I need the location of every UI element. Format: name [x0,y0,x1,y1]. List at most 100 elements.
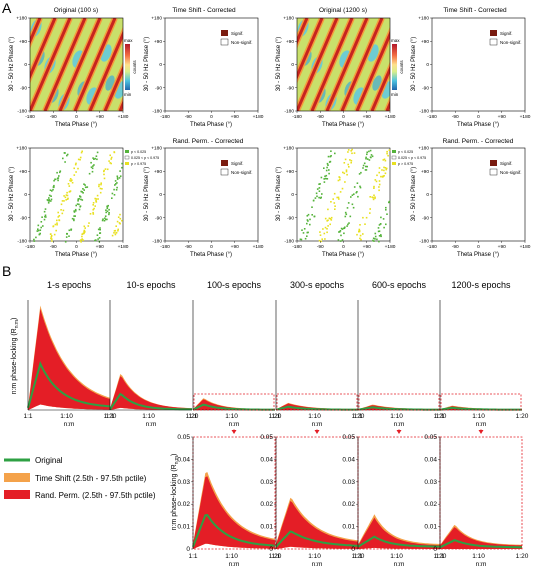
scatter-point [90,166,93,168]
x-tick-label: -90 [452,114,459,120]
scatter-point [96,234,99,236]
heatmap-stripe [297,18,309,46]
scatter-point [104,217,106,219]
scatter-point [92,211,94,214]
x-tick-label: +180 [118,244,129,250]
scatter-point [114,184,116,186]
original-line [439,539,522,549]
scatter-point [318,190,321,192]
scatter-point [337,179,340,182]
x-axis-label: Theta Phase (°) [457,252,499,258]
scatter-point [82,192,84,194]
scatter-point [106,207,109,210]
scatter-point [97,228,100,231]
scatter-point [69,179,71,182]
scatter-point [380,234,382,236]
y-tick-label: 0.01 [424,524,437,531]
scatter-point [96,158,98,161]
scatter-point [313,215,316,218]
scatter-point [376,174,378,177]
scatter-point [301,229,303,231]
scatter-point [116,186,118,189]
scatter-point [39,229,42,231]
original-line [109,392,192,411]
scatter-point [324,177,327,180]
nonsignif-label: Non-signif. [231,170,253,175]
scatter-point [58,175,60,177]
y-tick-label: -90 [20,85,27,91]
x-tick-label: 1:1 [435,553,444,560]
scatter-point [344,215,347,218]
scatter-point [106,218,108,221]
scatter-point [48,199,50,201]
scatter-point [93,164,95,166]
scatter-point [52,188,54,191]
scatter-point [107,204,109,207]
x-tick-label: 1:20 [269,413,282,420]
scatter-point [334,205,336,207]
x-axis-label: n:m [229,561,240,566]
y-tick-label: -180 [284,239,294,245]
zoom-box [358,393,440,411]
heatmap-stripe [135,18,175,111]
x-tick-label: +90 [498,114,506,120]
scatter-point [372,237,375,240]
scatter-point [362,216,364,219]
x-axis-label: n:m [476,561,487,566]
scatter-point [60,209,62,211]
scatter-point [73,219,75,222]
p-legend-low: p < 0.025 [398,150,413,154]
scatter-point [337,196,340,199]
x-tick-label: -180 [427,114,437,120]
scatter-point [66,194,69,197]
scatter-point [368,150,370,153]
scatter-point [74,208,77,211]
scatter-point [340,227,343,230]
scatter-point [84,186,87,189]
heatmap-low-patch [118,111,131,129]
scatter-point [83,231,86,233]
scatter-point [353,152,356,154]
p-legend-mid: 0.025 < p < 0.975 [131,156,159,160]
x-tick-label: -180 [160,114,170,120]
panel-title: Rand. Perm. - Corrected [173,138,244,145]
scatter-point [365,165,367,168]
scatter-point [362,167,364,169]
scatter-point [43,210,46,213]
scatter-point [119,217,122,220]
scatter-point [110,156,113,159]
scatter-point [106,205,109,208]
scatter-point [339,191,342,193]
scatter-point [37,229,40,232]
scatter-point [73,174,76,176]
y-axis-label: 30 - 50 Hz Phase (°) [411,37,417,91]
x-tick-label: +180 [520,114,531,120]
scatter-point [37,228,39,230]
scatter-point [51,190,53,192]
scatter-point [314,197,317,199]
scatter-point [64,152,66,154]
y-tick-label: -90 [287,85,294,91]
scatter-point [348,222,350,224]
x-tick-label: +90 [231,114,239,120]
x-tick-label: 1:1 [188,553,197,560]
scatter-point [98,237,101,239]
x-tick-label: 0 [342,244,345,250]
scatter-point [53,184,55,187]
x-tick-label: 1:20 [434,413,447,420]
scatter-point [65,236,68,238]
p-legend-high: p > 0.975 [131,162,146,166]
panel-a-letter: A [2,0,12,16]
scatter-point [101,188,103,190]
scatter-point [340,234,342,237]
scatter-point [304,237,307,240]
scatter-point [378,240,380,243]
scatter-point [42,225,44,227]
scatter-point [338,198,340,200]
scatter-point [118,177,121,179]
scatter-point [65,199,67,201]
scatter-point [344,181,346,183]
scatter-point [55,229,57,232]
scatter-point [382,159,385,161]
scatter-point [95,239,97,241]
